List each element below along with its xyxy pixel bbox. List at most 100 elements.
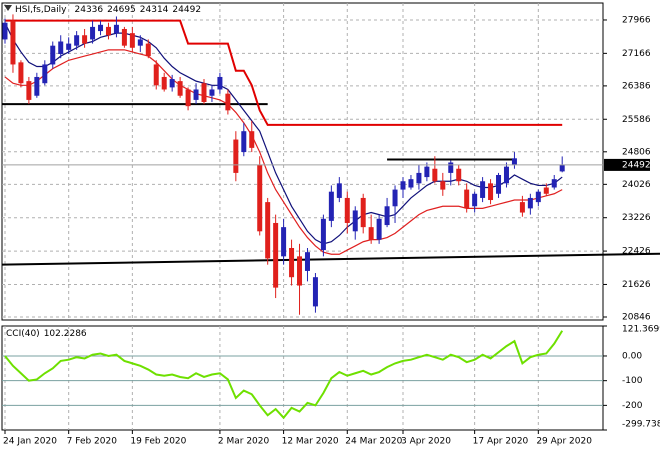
candle-body [201, 83, 207, 102]
candle-body [368, 227, 374, 240]
candle-body [257, 164, 263, 232]
candle-body [416, 172, 422, 184]
indicator-line [4, 22, 563, 245]
candle-body [129, 33, 135, 48]
candle-body [265, 202, 271, 259]
candle-body [304, 252, 310, 271]
y-tick-label: 25586 [622, 115, 651, 125]
candle-body [289, 247, 295, 278]
x-tick-label: 3 Apr 2020 [401, 437, 451, 447]
chart-title: HSI,fs,Daily 24336 24695 24314 24492 [15, 5, 201, 15]
candle-body [519, 202, 525, 213]
x-tick-label: 2 Mar 2020 [218, 437, 270, 447]
candle-body [161, 76, 167, 90]
y-tick-label: -200 [622, 401, 643, 411]
candle-body [217, 76, 223, 90]
candle-body [328, 191, 334, 221]
y-tick-label: 0.00 [622, 351, 642, 361]
indicator-name: CCI(40) [6, 329, 40, 339]
candle-body [360, 197, 366, 228]
candle-body [105, 26, 111, 36]
y-tick-label: -100 [622, 376, 643, 386]
x-tick-label: 24 Jan 2020 [3, 437, 57, 447]
x-tick-label: 7 Feb 2020 [67, 437, 118, 447]
candle-body [58, 41, 64, 55]
candle-body [527, 197, 533, 209]
candle-body [121, 28, 127, 46]
x-tick-label: 24 Mar 2020 [345, 437, 402, 447]
y-tick-label: 27166 [622, 49, 651, 59]
candle-body [185, 89, 191, 107]
candle-body [82, 35, 88, 44]
candle-body [448, 162, 454, 173]
y-tick-label: -299.7384 [622, 420, 660, 430]
candle-body [376, 218, 382, 240]
candle-body [177, 81, 183, 96]
header-open: 24336 [75, 5, 104, 15]
candle-body [352, 210, 358, 232]
candle-body [320, 218, 326, 251]
indicator-title: CCI(40) 102.2286 [6, 329, 87, 339]
candle-body [440, 181, 446, 190]
candle-body [26, 81, 32, 100]
candle-body [424, 166, 430, 178]
candle-body [511, 158, 517, 165]
candle-body [10, 20, 16, 65]
candle-body [384, 206, 390, 226]
candle-body [74, 35, 80, 46]
candle-body [66, 43, 72, 50]
x-tick-label: 19 Feb 2020 [130, 437, 186, 447]
candle-body [503, 166, 509, 184]
indicator-line [4, 49, 563, 255]
candle-body [543, 187, 549, 194]
y-tick-label: 121.3699 [622, 325, 660, 335]
y-tick-label: 26386 [622, 81, 651, 91]
last-price-label: 24492 [622, 160, 651, 170]
candle-body [153, 64, 159, 86]
header-low: 24314 [140, 5, 169, 15]
candle-body [400, 181, 406, 190]
candle-body [169, 79, 175, 88]
candle-body [488, 183, 494, 201]
candle-body [2, 22, 8, 40]
candle-body [480, 181, 486, 198]
candle-body [225, 93, 231, 111]
trendline [1, 252, 660, 266]
candle-body [113, 24, 119, 34]
candle-body [137, 39, 143, 46]
candle-body [42, 64, 48, 84]
x-tick-label: 12 Mar 2020 [282, 437, 339, 447]
candle-body [496, 174, 502, 194]
candle-body [551, 179, 557, 188]
candle-body [50, 45, 56, 65]
candle-body [34, 76, 40, 96]
candle-body [273, 222, 279, 288]
candle-body [249, 131, 255, 148]
x-tick-label: 17 Apr 2020 [473, 437, 529, 447]
candle-body [233, 139, 239, 173]
candle-body [312, 277, 318, 307]
y-tick-label: 24806 [622, 147, 651, 157]
y-tick-label: 24026 [622, 180, 651, 190]
y-tick-label: 22426 [622, 247, 651, 257]
candle-body [281, 227, 287, 257]
indicator-value: 102.2286 [44, 329, 87, 339]
candle-body [472, 193, 478, 207]
candle-body [535, 191, 541, 203]
indicator-line [5, 19, 563, 126]
candle-body [145, 43, 151, 57]
last-price-box [604, 158, 650, 171]
candle-body [392, 189, 398, 207]
candle-body [297, 256, 303, 286]
candle-body [241, 131, 247, 153]
candle-body [456, 168, 462, 182]
candle-body [559, 164, 565, 172]
candle-body [193, 89, 199, 100]
header-close: 24492 [172, 5, 201, 15]
header-icon [4, 5, 12, 11]
candle-body [209, 89, 215, 96]
candle-body [98, 24, 104, 32]
cci-line [4, 330, 564, 420]
